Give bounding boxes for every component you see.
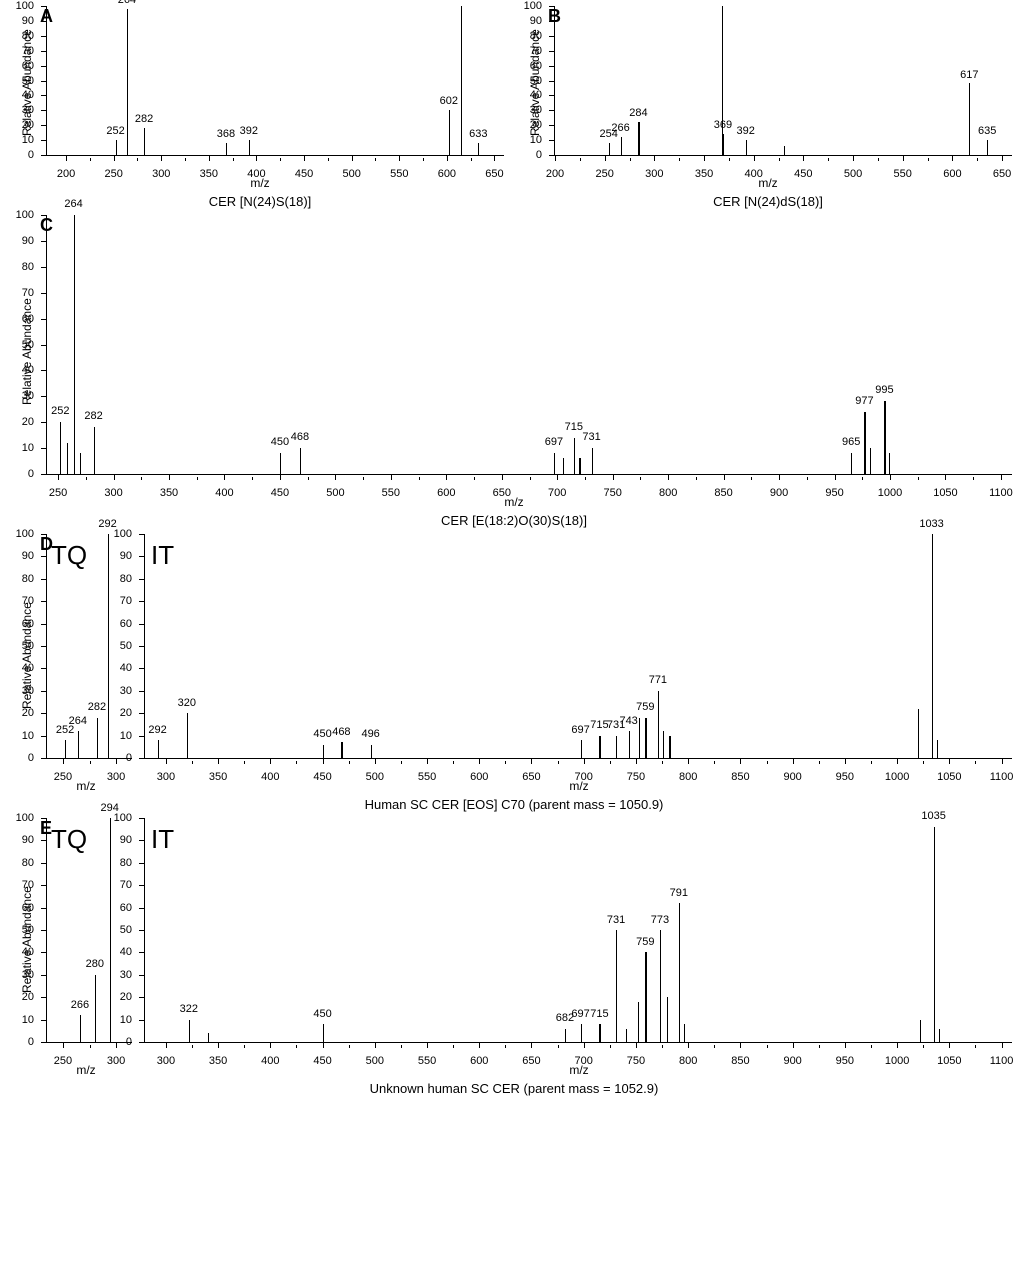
chart-d-it: IT 0102030405060708090100300350400450500… (144, 534, 1012, 759)
panel-e-subtitle: Unknown human SC CER (parent mass = 1052… (6, 1081, 1022, 1096)
panel-d-subtitle: Human SC CER [EOS] C70 (parent mass = 10… (6, 797, 1022, 812)
chart-e-it: IT 0102030405060708090100300350400450500… (144, 818, 1012, 1043)
panel-b: B Relative Abundance 0102030405060708090… (514, 6, 1022, 209)
panel-d-tq: TQ 0102030405060708090100250300252264282… (6, 534, 136, 793)
panel-d: D Relative Abundance TQ 0102030405060708… (6, 534, 1022, 812)
chart-b: 0102030405060708090100200250300350400450… (554, 6, 1012, 156)
panel-e-it: IT 0102030405060708090100300350400450500… (136, 818, 1022, 1077)
chart-c: 0102030405060708090100250300350400450500… (46, 215, 1012, 475)
chart-a: 0102030405060708090100200250300350400450… (46, 6, 504, 156)
figure: A Relative Abundance 0102030405060708090… (0, 0, 1028, 1114)
panel-e: E Relative Abundance TQ 0102030405060708… (6, 818, 1022, 1096)
panel-a: A Relative Abundance 0102030405060708090… (6, 6, 514, 209)
panel-e-tq: TQ 0102030405060708090100250300266280294… (6, 818, 136, 1077)
panel-b-subtitle: CER [N(24)dS(18)] (514, 194, 1022, 209)
panel-c-subtitle: CER [E(18:2)O(30)S(18)] (6, 513, 1022, 528)
row-ab: A Relative Abundance 0102030405060708090… (6, 6, 1022, 215)
panel-c-xlabel: m/z (6, 495, 1022, 509)
panel-d-it: IT 0102030405060708090100300350400450500… (136, 534, 1022, 793)
panel-c: C Relative Abundance 0102030405060708090… (6, 215, 1022, 528)
